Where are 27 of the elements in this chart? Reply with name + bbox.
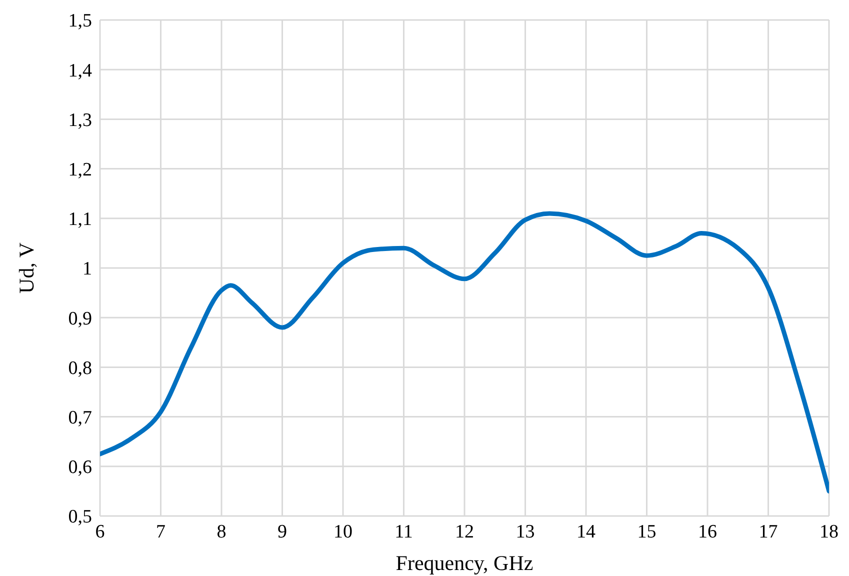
y-tick-label: 0,6 [68, 457, 92, 478]
line-series [100, 211, 829, 494]
y-tick-label: 1,5 [68, 10, 92, 32]
x-tick-label: 13 [516, 521, 535, 542]
x-tick-label: 14 [576, 521, 596, 542]
y-tick-label: 1,3 [68, 110, 92, 131]
x-axis-title: Frequency, GHz [396, 551, 534, 575]
x-tick-label: 16 [698, 521, 717, 542]
y-axis-title: Ud, V [14, 242, 38, 294]
x-tick-label: 8 [216, 521, 226, 542]
y-tick-label: 1,1 [68, 209, 92, 230]
y-tick-label: 0,7 [68, 408, 92, 429]
y-tick-label: 0,5 [68, 506, 92, 528]
y-tick-label: 1 [82, 258, 92, 280]
x-tick-label: 11 [394, 521, 413, 542]
y-tick-label: 1,4 [68, 60, 92, 82]
y-tick-label: 1,2 [68, 160, 92, 181]
x-tick-label: 9 [278, 521, 287, 542]
x-tick-label: 7 [156, 521, 166, 542]
x-tick-label: 17 [758, 521, 778, 542]
x-tick-label: 6 [95, 521, 105, 542]
x-tick-label: 10 [334, 521, 352, 542]
x-tick-label: 15 [637, 521, 656, 542]
y-tick-label: 0,9 [68, 308, 92, 330]
x-tick-label: 12 [455, 521, 474, 542]
x-tick-label: 18 [820, 521, 838, 542]
y-tick-label: 0,8 [68, 358, 92, 379]
